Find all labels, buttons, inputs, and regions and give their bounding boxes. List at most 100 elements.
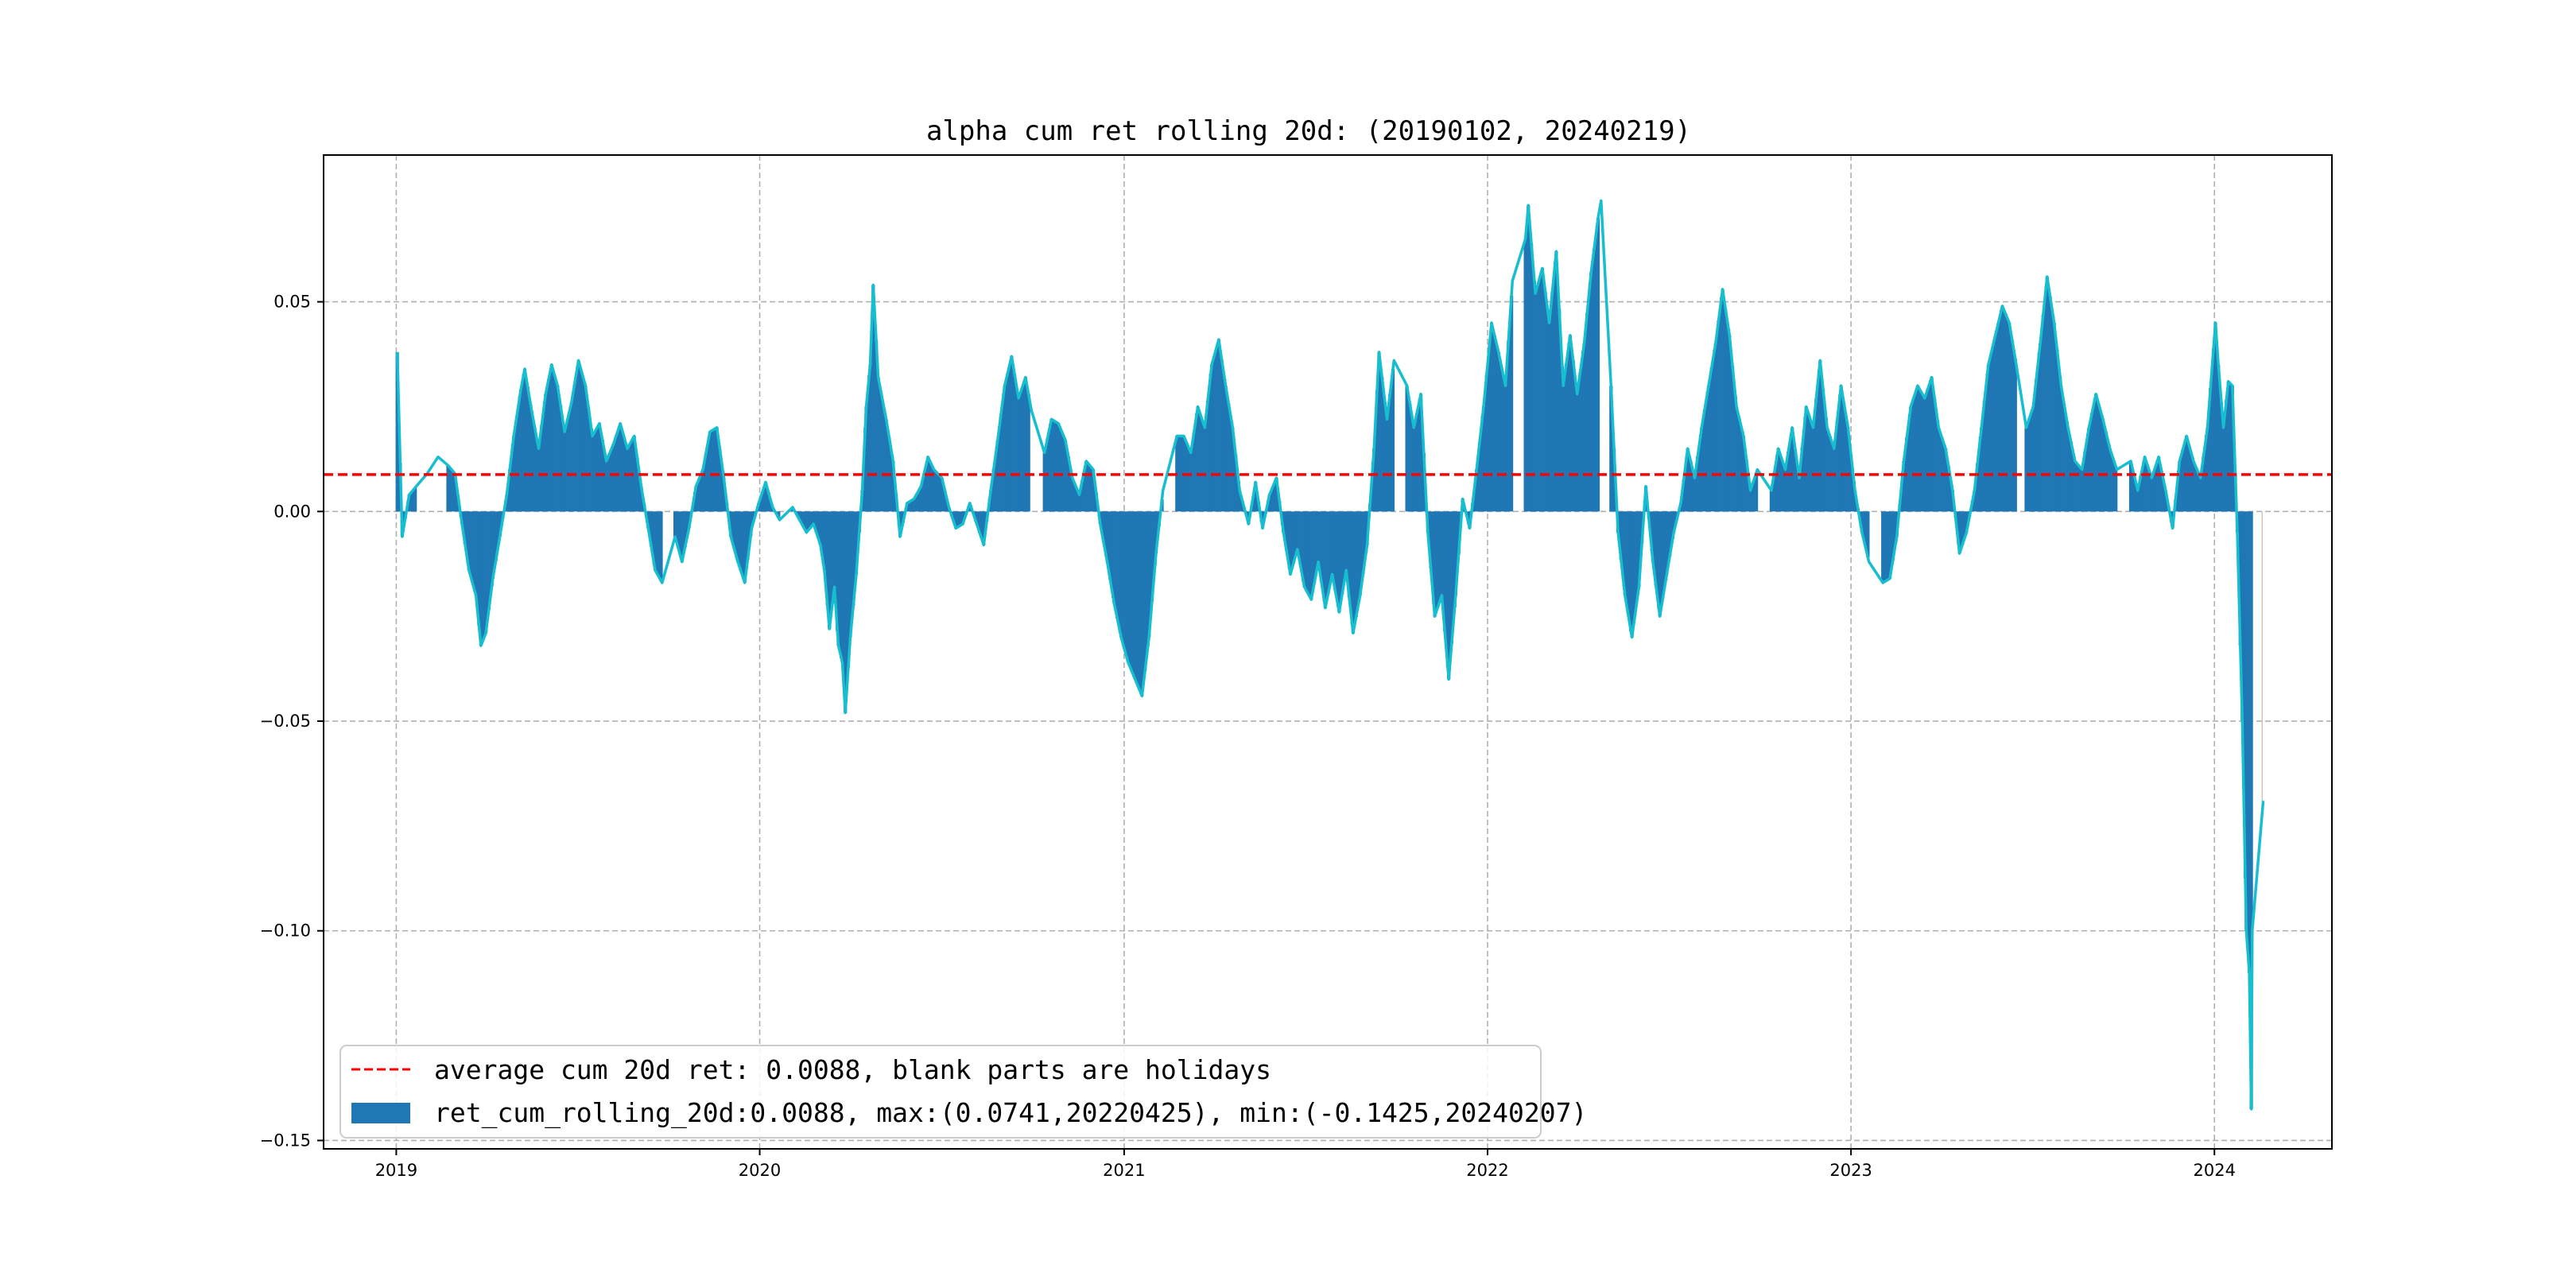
y-tick-label: 0.05 bbox=[274, 293, 311, 312]
bar bbox=[518, 390, 523, 512]
bar bbox=[1216, 339, 1220, 512]
bar bbox=[1133, 511, 1137, 680]
bar bbox=[715, 427, 719, 512]
bar bbox=[982, 511, 986, 545]
bar bbox=[1686, 448, 1690, 512]
bar bbox=[808, 511, 812, 530]
bar bbox=[1973, 490, 1977, 512]
bar bbox=[1930, 377, 1934, 512]
bar bbox=[1976, 464, 1980, 512]
bar bbox=[1700, 427, 1704, 512]
bar bbox=[1957, 511, 1961, 553]
bar bbox=[2150, 478, 2154, 512]
bar bbox=[2198, 478, 2202, 512]
bar bbox=[828, 511, 832, 629]
bar bbox=[526, 386, 530, 512]
bar bbox=[1793, 449, 1798, 512]
bar bbox=[912, 499, 916, 512]
bar bbox=[1344, 511, 1348, 571]
bar bbox=[2094, 394, 2098, 512]
bar bbox=[549, 364, 553, 512]
bar bbox=[1980, 427, 1984, 512]
bar bbox=[1755, 472, 1759, 512]
bar bbox=[2083, 452, 2087, 512]
bar bbox=[704, 453, 708, 512]
bar bbox=[1706, 386, 1711, 512]
bar bbox=[875, 340, 879, 512]
bar bbox=[759, 494, 764, 512]
bar bbox=[576, 360, 580, 512]
bar bbox=[1982, 400, 1986, 512]
bar bbox=[1422, 453, 1426, 512]
bar bbox=[1993, 335, 1997, 512]
bar bbox=[1447, 511, 1451, 680]
bar bbox=[572, 384, 576, 512]
bar bbox=[2139, 475, 2143, 512]
bar bbox=[919, 486, 923, 512]
bar bbox=[1059, 430, 1064, 512]
bar bbox=[593, 430, 597, 512]
bar bbox=[607, 454, 611, 512]
bar bbox=[2000, 305, 2004, 512]
bar bbox=[2080, 469, 2084, 512]
bar bbox=[1238, 490, 1242, 512]
bar bbox=[470, 511, 474, 581]
bar bbox=[2035, 379, 2039, 512]
bar bbox=[868, 364, 872, 512]
bar bbox=[2041, 315, 2045, 512]
bar bbox=[540, 425, 544, 512]
bar bbox=[1436, 511, 1440, 607]
bar bbox=[2097, 405, 2101, 512]
bar bbox=[891, 461, 895, 512]
bar bbox=[413, 487, 417, 512]
bar bbox=[1340, 511, 1344, 595]
bar bbox=[683, 511, 687, 548]
bar bbox=[1550, 292, 1554, 512]
bar bbox=[537, 448, 541, 512]
bar bbox=[1488, 343, 1492, 512]
bar bbox=[2027, 418, 2031, 512]
bar bbox=[1562, 386, 1565, 512]
bar bbox=[1354, 511, 1358, 617]
bar bbox=[871, 285, 875, 512]
bar bbox=[1019, 389, 1023, 512]
bar bbox=[2052, 323, 2056, 512]
bar bbox=[1274, 478, 1278, 512]
bar bbox=[975, 511, 979, 525]
y-tick-label: −0.15 bbox=[260, 1131, 311, 1150]
bar bbox=[659, 511, 663, 581]
bar bbox=[1884, 511, 1887, 581]
bar bbox=[508, 469, 512, 512]
bar bbox=[487, 511, 491, 610]
bar bbox=[1779, 457, 1783, 512]
bar bbox=[514, 416, 519, 512]
bar bbox=[1220, 359, 1224, 512]
bar bbox=[1351, 511, 1355, 634]
bar bbox=[978, 511, 982, 533]
bar bbox=[1609, 386, 1613, 512]
bar bbox=[2211, 348, 2216, 512]
bar bbox=[1088, 464, 1092, 512]
bar bbox=[1477, 442, 1482, 512]
bar bbox=[2087, 427, 2091, 512]
bar bbox=[1298, 511, 1302, 566]
bar bbox=[1530, 242, 1534, 512]
bar bbox=[1105, 511, 1109, 562]
bar bbox=[1825, 427, 1829, 512]
bar bbox=[731, 511, 736, 548]
bar bbox=[1568, 335, 1572, 512]
bar bbox=[2066, 427, 2070, 512]
bar bbox=[556, 386, 560, 512]
bar bbox=[1887, 511, 1892, 579]
bar bbox=[1735, 406, 1739, 512]
bar bbox=[482, 511, 486, 638]
bar bbox=[805, 511, 809, 533]
bar bbox=[1185, 443, 1189, 512]
bar bbox=[1523, 239, 1527, 512]
bar bbox=[1689, 461, 1693, 512]
bar bbox=[1154, 511, 1158, 553]
bar bbox=[1063, 440, 1068, 512]
bar bbox=[1612, 448, 1616, 512]
bar bbox=[1665, 511, 1669, 575]
bar bbox=[1709, 367, 1713, 512]
